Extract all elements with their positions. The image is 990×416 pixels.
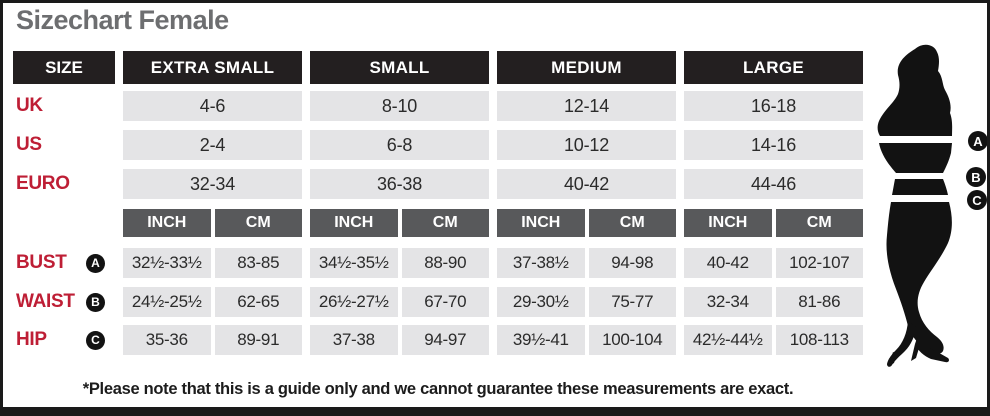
row-euro: EURO 32-34 36-38 40-42 44-46 <box>13 169 863 199</box>
uk-medium-value: 12-14 <box>497 91 676 121</box>
us-small-value: 6-8 <box>310 130 489 160</box>
measure-a-badge-icon: A <box>86 253 105 273</box>
unit-header-cm: CM <box>401 209 489 237</box>
row-waist: WAIST B 24½-25½ 62-65 26½-27½ 67-70 29-3… <box>13 287 863 317</box>
col-header-small: SMALL <box>310 51 489 84</box>
female-silhouette <box>877 44 953 367</box>
waist-xs-cm-value: 62-65 <box>214 287 302 317</box>
us-medium-value: 10-12 <box>497 130 676 160</box>
euro-extra-small-value: 32-34 <box>123 169 302 199</box>
bust-s-cm-value: 88-90 <box>401 248 489 278</box>
row-label-waist: WAIST <box>16 291 75 312</box>
waist-xs-inch-value: 24½-25½ <box>123 287 211 317</box>
row-label-hip: HIP <box>16 329 47 350</box>
uk-large-value: 16-18 <box>684 91 863 121</box>
hip-m-inch-value: 39½-41 <box>497 325 585 355</box>
unit-header-inch: INCH <box>497 209 585 237</box>
figure-a-badge-icon: A <box>968 131 987 151</box>
row-us: US 2-4 6-8 10-12 14-16 <box>13 130 863 160</box>
bust-s-inch-value: 34½-35½ <box>310 248 398 278</box>
waist-s-cm-value: 67-70 <box>401 287 489 317</box>
bust-m-cm-value: 94-98 <box>588 248 676 278</box>
footnote-text: *Please note that this is a guide only a… <box>82 380 794 398</box>
unit-header-inch: INCH <box>123 209 211 237</box>
us-large-value: 14-16 <box>684 130 863 160</box>
unit-header-cm: CM <box>214 209 302 237</box>
row-label-bust: BUST <box>16 252 67 273</box>
size-header-row: SIZE EXTRA SMALL SMALL MEDIUM LARGE <box>13 51 863 84</box>
uk-small-value: 8-10 <box>310 91 489 121</box>
col-header-large: LARGE <box>684 51 863 84</box>
waist-s-inch-value: 26½-27½ <box>310 287 398 317</box>
waist-l-cm-value: 81-86 <box>775 287 863 317</box>
size-header-cell: SIZE <box>13 51 115 84</box>
bust-m-inch-value: 37-38½ <box>497 248 585 278</box>
unit-header-inch: INCH <box>684 209 772 237</box>
hip-s-inch-value: 37-38 <box>310 325 398 355</box>
unit-header-row: INCH CM INCH CM INCH CM INCH CM <box>13 209 863 237</box>
bust-xs-inch-value: 32½-33½ <box>123 248 211 278</box>
hip-s-cm-value: 94-97 <box>401 325 489 355</box>
col-header-extra-small: EXTRA SMALL <box>123 51 302 84</box>
unit-header-cm: CM <box>775 209 863 237</box>
row-label-euro: EURO <box>16 173 70 194</box>
figure-c-badge-icon: C <box>967 190 987 210</box>
euro-medium-value: 40-42 <box>497 169 676 199</box>
waist-l-inch-value: 32-34 <box>684 287 772 317</box>
us-extra-small-value: 2-4 <box>123 130 302 160</box>
bust-l-cm-value: 102-107 <box>775 248 863 278</box>
unit-header-cm: CM <box>588 209 676 237</box>
euro-large-value: 44-46 <box>684 169 863 199</box>
measure-c-badge-icon: C <box>86 330 105 350</box>
waist-m-cm-value: 75-77 <box>588 287 676 317</box>
bust-xs-cm-value: 83-85 <box>214 248 302 278</box>
row-label-uk: UK <box>16 95 43 116</box>
row-bust: BUST A 32½-33½ 83-85 34½-35½ 88-90 37-38… <box>13 248 863 278</box>
row-label-us: US <box>16 134 42 155</box>
hip-m-cm-value: 100-104 <box>588 325 676 355</box>
unit-header-inch: INCH <box>310 209 398 237</box>
hip-xs-cm-value: 89-91 <box>214 325 302 355</box>
page-title: Sizechart Female <box>16 5 229 35</box>
hip-l-inch-value: 42½-44½ <box>684 325 772 355</box>
figure-b-badge-icon: B <box>966 167 986 187</box>
bust-l-inch-value: 40-42 <box>684 248 772 278</box>
waist-m-inch-value: 29-30½ <box>497 287 585 317</box>
row-uk: UK 4-6 8-10 12-14 16-18 <box>13 91 863 121</box>
hip-l-cm-value: 108-113 <box>775 325 863 355</box>
row-hip: HIP C 35-36 89-91 37-38 94-97 39½-41 100… <box>13 325 863 355</box>
hip-xs-inch-value: 35-36 <box>123 325 211 355</box>
uk-extra-small-value: 4-6 <box>123 91 302 121</box>
col-header-medium: MEDIUM <box>497 51 676 84</box>
euro-small-value: 36-38 <box>310 169 489 199</box>
measure-b-badge-icon: B <box>86 292 105 312</box>
